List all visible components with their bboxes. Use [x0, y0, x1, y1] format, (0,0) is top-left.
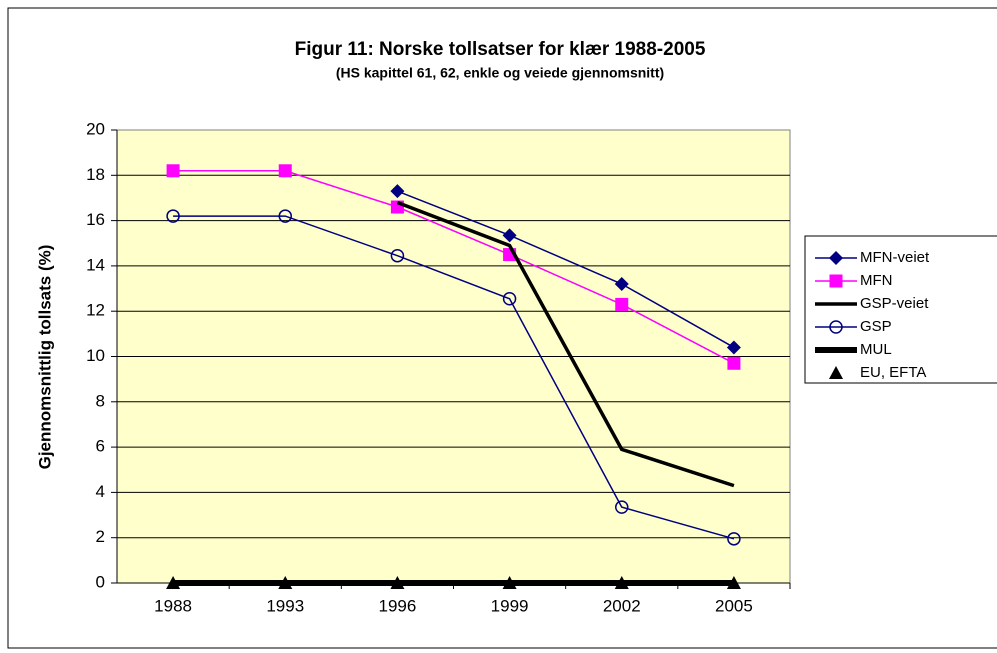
legend-label: GSP-veiet	[860, 295, 929, 312]
x-tick-label: 1999	[491, 596, 529, 615]
x-tick-label: 1996	[379, 596, 417, 615]
data-point	[727, 356, 741, 370]
y-axis-label: Gjennomsnittlig tollsats (%)	[35, 245, 54, 470]
legend-label: MUL	[860, 341, 892, 358]
legend-marker	[829, 251, 843, 265]
legend-marker	[829, 274, 843, 288]
x-tick-label: 2002	[603, 596, 641, 615]
y-tick-label: 10	[86, 346, 105, 365]
y-tick-label: 0	[96, 572, 105, 591]
series-line	[397, 190, 735, 349]
y-tick-label: 6	[96, 437, 105, 456]
chart-subtitle: (HS kapittel 61, 62, enkle og veiede gje…	[336, 65, 664, 81]
legend-label: EU, EFTA	[860, 364, 926, 381]
data-point	[615, 500, 629, 514]
data-point	[614, 277, 629, 292]
data-point	[615, 297, 629, 311]
data-point	[502, 291, 517, 306]
y-tick-label: 18	[86, 165, 105, 184]
legend-marker	[829, 320, 843, 334]
data-point	[166, 164, 180, 178]
data-point	[278, 209, 292, 223]
data-point	[614, 576, 629, 589]
y-tick-label: 12	[86, 301, 105, 320]
data-point	[726, 340, 741, 355]
data-point	[390, 248, 405, 263]
series-line	[173, 215, 735, 540]
y-tick-label: 16	[86, 210, 105, 229]
legend-marker	[829, 366, 843, 379]
data-point	[278, 164, 292, 178]
data-point	[502, 576, 517, 589]
data-point	[727, 532, 741, 546]
data-point	[390, 576, 405, 589]
x-tick-label: 2005	[715, 596, 753, 615]
chart-title: Figur 11: Norske tollsatser for klær 198…	[295, 39, 706, 60]
legend-label: MFN-veiet	[860, 249, 930, 266]
data-point	[278, 576, 293, 589]
y-tick-label: 14	[86, 255, 105, 274]
legend-label: MFN	[860, 272, 893, 289]
legend-label: GSP	[860, 318, 892, 335]
y-tick-label: 8	[96, 391, 105, 410]
x-tick-label: 1988	[154, 596, 192, 615]
data-point	[502, 228, 517, 243]
series-line	[396, 200, 735, 488]
y-tick-label: 2	[96, 527, 105, 546]
data-point	[390, 184, 405, 199]
x-tick-label: 1993	[266, 596, 304, 615]
series-line	[173, 170, 735, 364]
data-point	[166, 209, 180, 223]
data-point	[166, 576, 181, 589]
y-tick-label: 20	[86, 119, 105, 138]
data-point	[726, 576, 741, 589]
y-tick-label: 4	[96, 482, 105, 501]
